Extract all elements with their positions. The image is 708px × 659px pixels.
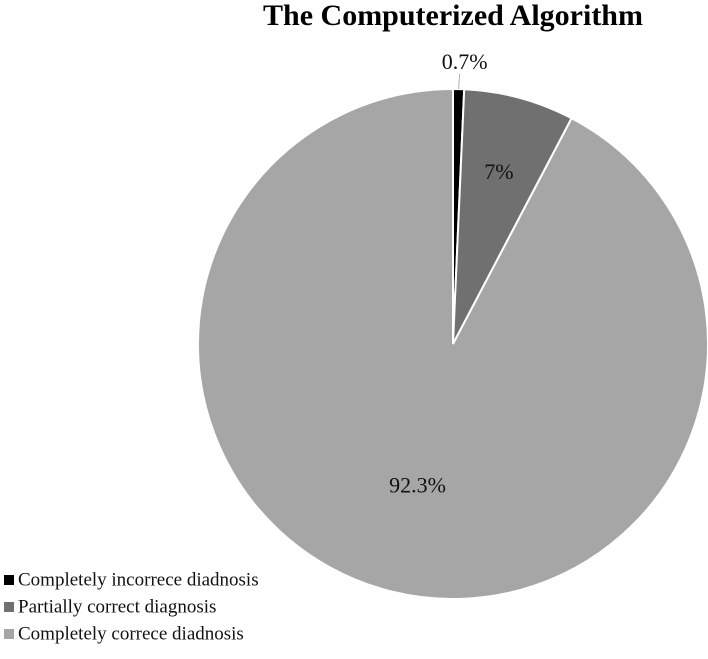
legend-swatch-completely-incorrect	[4, 575, 14, 585]
data-label-partially-correct: 7%	[484, 159, 513, 184]
legend-item-completely-correct: Completely correce diadnosis	[4, 623, 244, 644]
legend-swatch-partially-correct	[4, 602, 14, 612]
pie-slice-partially-correct	[452, 88, 573, 345]
legend: Completely incorrece diadnosis Partially …	[4, 569, 259, 644]
pie-slice-completely-correct	[197, 87, 708, 600]
legend-label-completely-correct: Completely correce diadnosis	[18, 623, 244, 644]
legend-label-partially-correct: Partially correct diagnosis	[18, 596, 216, 617]
leader-lines	[458, 73, 461, 90]
chart-title: The Computerized Algorithm	[263, 0, 643, 32]
data-label-completely-incorrect: 0.7%	[442, 49, 488, 74]
leader-line-completely-incorrect	[458, 73, 461, 90]
legend-item-partially-correct: Partially correct diagnosis	[4, 596, 216, 617]
legend-label-completely-incorrect: Completely incorrece diadnosis	[18, 569, 259, 590]
legend-swatch-completely-correct	[4, 629, 14, 639]
data-label-completely-correct: 92.3%	[389, 473, 446, 498]
legend-item-completely-incorrect: Completely incorrece diadnosis	[4, 569, 259, 590]
slice-labels: 0.7% 7% 92.3%	[389, 49, 513, 498]
pie-slices	[197, 87, 708, 600]
